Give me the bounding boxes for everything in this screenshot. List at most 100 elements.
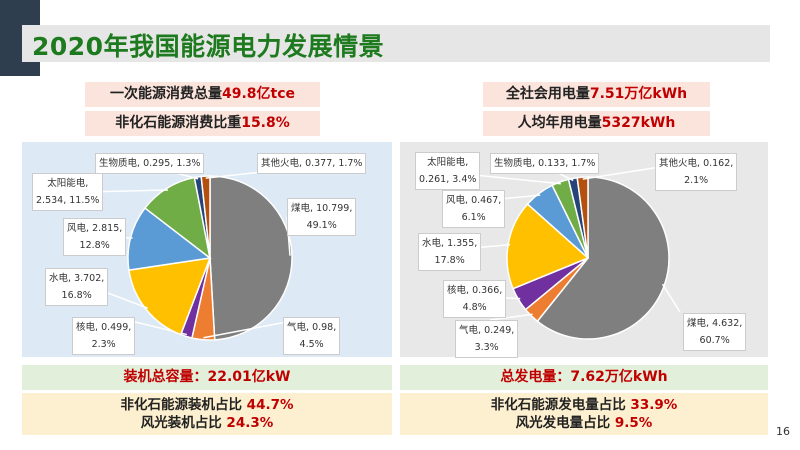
label-value: 2.815	[92, 223, 120, 234]
stat-value: 5327kWh	[601, 115, 676, 131]
pie-svg	[66, 171, 298, 341]
label-value: 1.355	[447, 238, 475, 249]
label-pct: 1.7%	[571, 158, 596, 169]
pie-slice	[576, 176, 589, 259]
label-name: 风电	[67, 223, 87, 234]
leader-line	[661, 283, 681, 313]
page-title: 2020年我国能源电力发展情景	[32, 32, 385, 61]
label-name: 风电	[446, 195, 466, 206]
stat-nonfossil-share: 非化石能源消费比重15.8%	[85, 111, 320, 136]
leader-line	[582, 166, 661, 180]
stat-electricity-use: 全社会用电量7.51万亿kWh	[483, 82, 710, 107]
label-name: 气电	[287, 322, 307, 333]
label-pct: 6.1%	[461, 212, 486, 223]
label-name: 煤电	[687, 318, 707, 329]
data-label: 其他火电, 0.162, 2.1%	[655, 153, 738, 191]
stat-label: 一次能源消费总量	[109, 86, 222, 102]
label-value: 0.499	[101, 322, 129, 333]
label-name: 生物质电	[494, 158, 533, 169]
data-label: 水电, 3.702, 16.8%	[45, 268, 109, 306]
leader-line	[205, 171, 263, 179]
generation-total: 总发电量：7.62万亿kWh	[400, 365, 768, 390]
label-pct: 17.8%	[434, 255, 465, 266]
label-pct: 2.3%	[91, 339, 116, 350]
summary-value: 44.7%	[246, 397, 294, 413]
summary-label: 非化石能源装机占比	[120, 397, 247, 413]
data-label: 生物质电, 0.295, 1.3%	[95, 153, 205, 174]
data-label: 煤电, 10.799, 49.1%	[287, 198, 357, 236]
label-pct: 1.7%	[338, 158, 363, 169]
data-label: 煤电, 4.632, 60.7%	[683, 313, 747, 351]
label-value: 0.261	[419, 174, 447, 185]
stat-per-capita: 人均年用电量5327kWh	[483, 111, 710, 136]
generation-pie-chart: 煤电, 4.632, 60.7% 气电, 0.249, 3.3% 核电, 0.366…	[400, 142, 768, 358]
leader-line	[203, 319, 298, 339]
data-label: 风电, 2.815, 12.8%	[63, 218, 127, 256]
label-value: 0.377	[305, 158, 333, 169]
label-pct: 4.8%	[462, 302, 487, 313]
label-value: 2.534	[36, 195, 64, 206]
label-pct: 11.5%	[69, 195, 100, 206]
stat-primary-energy: 一次能源消费总量49.8亿tce	[85, 82, 320, 107]
label-name: 生物质电	[99, 158, 138, 169]
label-value: 0.295	[143, 158, 171, 169]
pie-slice	[128, 257, 212, 336]
label-name: 水电	[49, 273, 69, 284]
label-name: 太阳能电	[47, 178, 86, 189]
label-name: 核电	[447, 285, 467, 296]
label-value: 0.249	[484, 325, 512, 336]
label-pct: 3.4%	[452, 174, 477, 185]
label-value: 0.98	[312, 322, 334, 333]
data-label: 水电, 1.355, 17.8%	[418, 233, 482, 271]
stat-value: 15.8%	[241, 115, 290, 131]
capacity-summary: 非化石能源装机占比 44.7% 风光装机占比 24.3%	[22, 393, 392, 435]
capacity-pie-chart: 煤电, 10.799, 49.1% 气电, 0.98, 4.5% 核电, 0.499…	[22, 142, 392, 357]
data-label: 其他火电, 0.377, 1.7%	[257, 153, 367, 174]
stat-value: 7.51万亿kWh	[589, 86, 688, 102]
stat-label: 人均年用电量	[517, 115, 602, 131]
leader-line	[489, 313, 533, 321]
label-value: 10.799	[316, 203, 350, 214]
data-label: 太阳能电, 2.534, 11.5%	[32, 173, 104, 211]
label-pct: 49.1%	[306, 220, 337, 231]
label-pct: 4.5%	[299, 339, 324, 350]
label-value: 3.702	[74, 273, 102, 284]
data-label: 风电, 0.467, 6.1%	[442, 190, 506, 228]
label-pct: 2.1%	[684, 175, 709, 186]
data-label: 气电, 0.249, 3.3%	[455, 320, 519, 358]
label-pct: 3.3%	[474, 342, 499, 353]
title-bar	[22, 25, 770, 62]
label-name: 其他火电	[659, 158, 698, 169]
data-label: 核电, 0.499, 2.3%	[72, 317, 136, 355]
pie-slice	[209, 175, 293, 341]
label-name: 太阳能电	[427, 157, 466, 168]
summary-value: 9.5%	[614, 415, 653, 431]
summary-label: 非化石能源发电量占比	[490, 397, 631, 413]
label-name: 其他火电	[261, 158, 300, 169]
label-value: 0.162	[703, 158, 731, 169]
stat-value: 49.8亿tce	[221, 86, 296, 102]
stat-label: 全社会用电量	[505, 86, 590, 102]
data-label: 气电, 0.98, 4.5%	[283, 317, 341, 355]
label-pct: 1.3%	[176, 158, 201, 169]
summary-value: 33.9%	[630, 397, 678, 413]
pie-svg	[444, 163, 681, 340]
stat-label: 非化石能源消费比重	[115, 115, 242, 131]
label-pct: 12.8%	[79, 240, 110, 251]
page-number: 16	[776, 425, 790, 438]
data-label: 生物质电, 0.133, 1.7%	[490, 153, 600, 174]
pie-slice	[536, 176, 670, 340]
label-name: 核电	[76, 322, 96, 333]
pie-slice	[200, 175, 211, 259]
summary-label: 风光发电量占比	[515, 415, 615, 431]
data-label: 核电, 0.366, 4.8%	[443, 280, 507, 318]
label-name: 煤电	[291, 203, 311, 214]
label-pct: 60.7%	[699, 335, 730, 346]
summary-label: 风光装机占比	[140, 415, 227, 431]
summary-value: 24.3%	[226, 415, 274, 431]
label-name: 水电	[422, 238, 442, 249]
label-value: 0.467	[471, 195, 499, 206]
data-label: 太阳能电, 0.261, 3.4%	[415, 152, 481, 190]
label-value: 4.632	[712, 318, 740, 329]
label-value: 0.366	[472, 285, 500, 296]
